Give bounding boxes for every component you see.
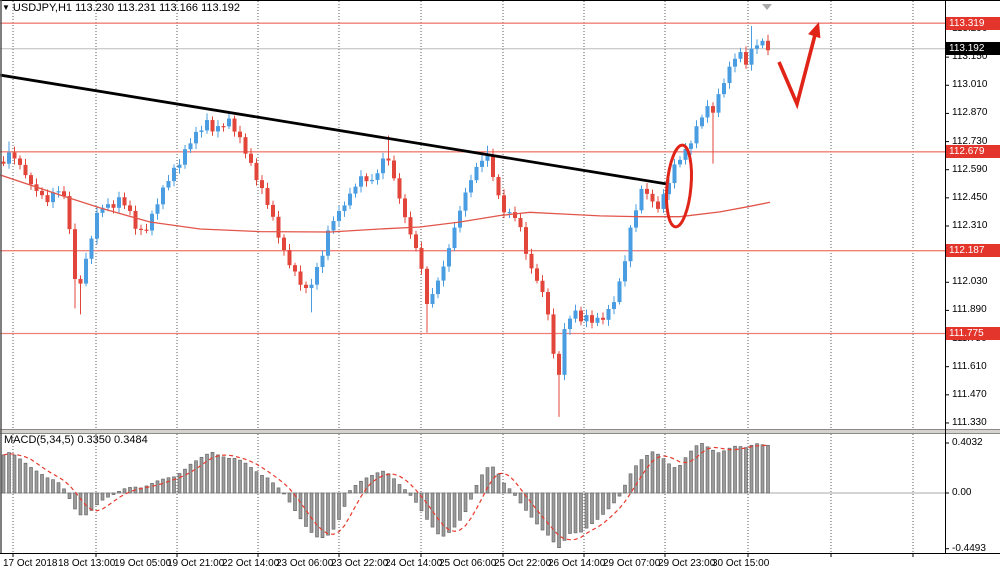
macd-axis[interactable]: 0.4032 0.00 -0.4493 [946,430,1000,554]
price-tick-label: 112.030 [952,276,988,288]
price-tick-label: 112.450 [952,191,988,203]
chart-title: ▼ USDJPY,H1 113.230 113.231 113.166 113.1… [2,2,240,14]
time-tick-label: 25 Oct 06:00 [439,558,497,569]
price-level-badge: 112.679 [946,145,1000,159]
time-tick-label: 19 Oct 05:00 [114,558,172,569]
price-tick-label: 112.870 [952,107,988,119]
macd-tick-label: -0.4493 [952,542,986,554]
macd-indicator-label: MACD(5,34,5) 0.3350 0.3484 [4,434,148,446]
macd-tick-label: 0.4032 [952,437,983,448]
price-tick-label: 112.590 [952,163,988,175]
price-tick-label: 113.150 [952,51,988,63]
price-tick-label: 112.730 [952,135,988,147]
symbol-ohlc-readout: USDJPY,H1 113.230 113.231 113.166 113.19… [12,2,241,14]
arrow-head [808,22,821,39]
time-tick-label: 29 Oct 23:00 [658,558,716,569]
breakout-circle-annotation [665,143,693,229]
price-tick-label: 111.330 [952,416,987,428]
current-price-badge: 113.192 [946,42,1000,56]
price-tick-label: 111.610 [952,360,987,372]
price-tick-label: 111.890 [952,304,987,316]
time-axis[interactable]: 17 Oct 2018 18 Oct 13:00 19 Oct 05:00 19 Oc… [0,556,1000,575]
time-tick-label: 17 Oct 2018 [3,558,58,569]
price-tick-label: 112.310 [952,219,988,231]
price-tick-label: 111.470 [952,388,987,400]
up-arrow-annotation [777,30,818,110]
time-tick-label: 30 Oct 15:00 [712,558,770,569]
price-tick-label: 113.010 [952,79,988,91]
price-level-badge: 112.187 [946,244,1000,258]
time-tick-label: 25 Oct 22:00 [494,558,552,569]
macd-tick-label: 0.00 [952,487,972,498]
symbol-dropdown-icon[interactable]: ▼ [2,3,10,12]
time-tick-label: 22 Oct 14:00 [222,558,280,569]
time-tick-label: 29 Oct 07:00 [603,558,661,569]
price-level-badge: 111.775 [946,327,1000,340]
time-tick-label: 23 Oct 22:00 [331,558,389,569]
time-tick-label: 23 Oct 06:00 [276,558,334,569]
time-tick-label: 19 Oct 21:00 [167,558,225,569]
price-axis[interactable]: 113.290113.150113.010112.870112.730112.5… [946,0,1000,553]
price-level-badge: 113.319 [946,16,1000,30]
scroll-end-marker [762,4,772,10]
time-tick-label: 26 Oct 14:00 [548,558,606,569]
time-tick-label: 24 Oct 14:00 [385,558,443,569]
time-tick-label: 18 Oct 13:00 [58,558,116,569]
